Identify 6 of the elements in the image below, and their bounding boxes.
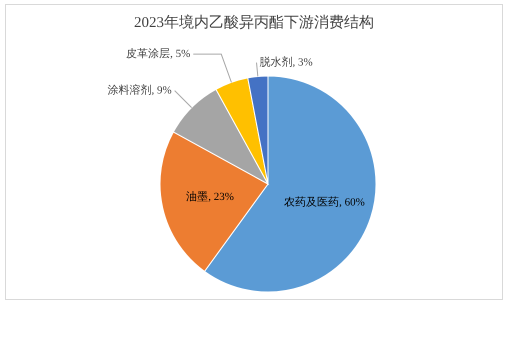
chart-title: 2023年境内乙酸异丙酯下游消费结构 [133, 14, 375, 32]
slice-label: 油墨, 23% [186, 190, 234, 203]
slice-label: 脱水剂, 3% [260, 56, 313, 69]
slice-label: 皮革涂层, 5% [126, 47, 190, 60]
slice-label: 涂料溶剂, 9% [107, 84, 172, 97]
slice-label: 农药及医药, 60% [284, 195, 365, 208]
